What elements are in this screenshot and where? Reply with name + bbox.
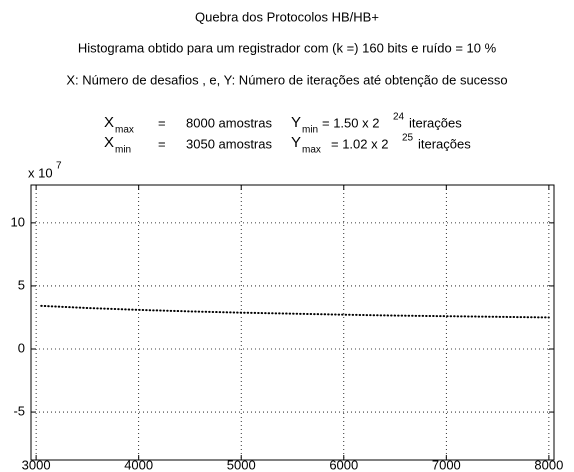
stat-unit: iterações xyxy=(409,115,462,130)
x-tick-label: 7000 xyxy=(432,457,461,472)
stat-subscript: min xyxy=(302,125,318,136)
stat-value: = 1.50 x 2 xyxy=(322,115,379,130)
stat-unit: iterações xyxy=(418,136,471,151)
y-multiplier: x 10 xyxy=(28,165,53,180)
chart-description: X: Número de desafios , e, Y: Número de … xyxy=(66,72,507,87)
stat-symbol: X xyxy=(104,114,114,131)
x-tick-label: 6000 xyxy=(329,457,358,472)
x-tick-label: 5000 xyxy=(227,457,256,472)
x-tick-label: 3000 xyxy=(22,457,51,472)
y-tick-label: 5 xyxy=(18,277,25,292)
stat-superscript: 25 xyxy=(402,133,414,144)
stat-value: 8000 amostras xyxy=(186,115,272,130)
y-tick-label: 10 xyxy=(11,214,25,229)
data-line xyxy=(40,304,550,319)
stat-equals: = xyxy=(158,115,166,130)
stat-value: 3050 amostras xyxy=(186,136,272,151)
stat-symbol: Y xyxy=(291,114,301,131)
stat-equals: = xyxy=(158,136,166,151)
axes-box xyxy=(30,184,555,461)
stat-subscript: max xyxy=(115,125,134,136)
stat-value: = 1.02 x 2 xyxy=(331,136,388,151)
x-tick-label: 8000 xyxy=(534,457,563,472)
y-tick-label: -5 xyxy=(13,404,25,419)
plot-area xyxy=(31,185,554,460)
y-multiplier-exponent: 7 xyxy=(56,161,62,172)
chart-title: Quebra dos Protocolos HB/HB+ xyxy=(195,9,379,24)
stat-subscript: max xyxy=(302,145,321,156)
stat-symbol: X xyxy=(104,134,114,151)
y-tick-label: 0 xyxy=(18,340,25,355)
stat-subscript: min xyxy=(115,145,131,156)
x-tick-label: 4000 xyxy=(124,457,153,472)
chart-subtitle: Histograma obtido para um registrador co… xyxy=(78,40,497,55)
stat-symbol: Y xyxy=(291,134,301,151)
stat-superscript: 24 xyxy=(393,112,405,123)
